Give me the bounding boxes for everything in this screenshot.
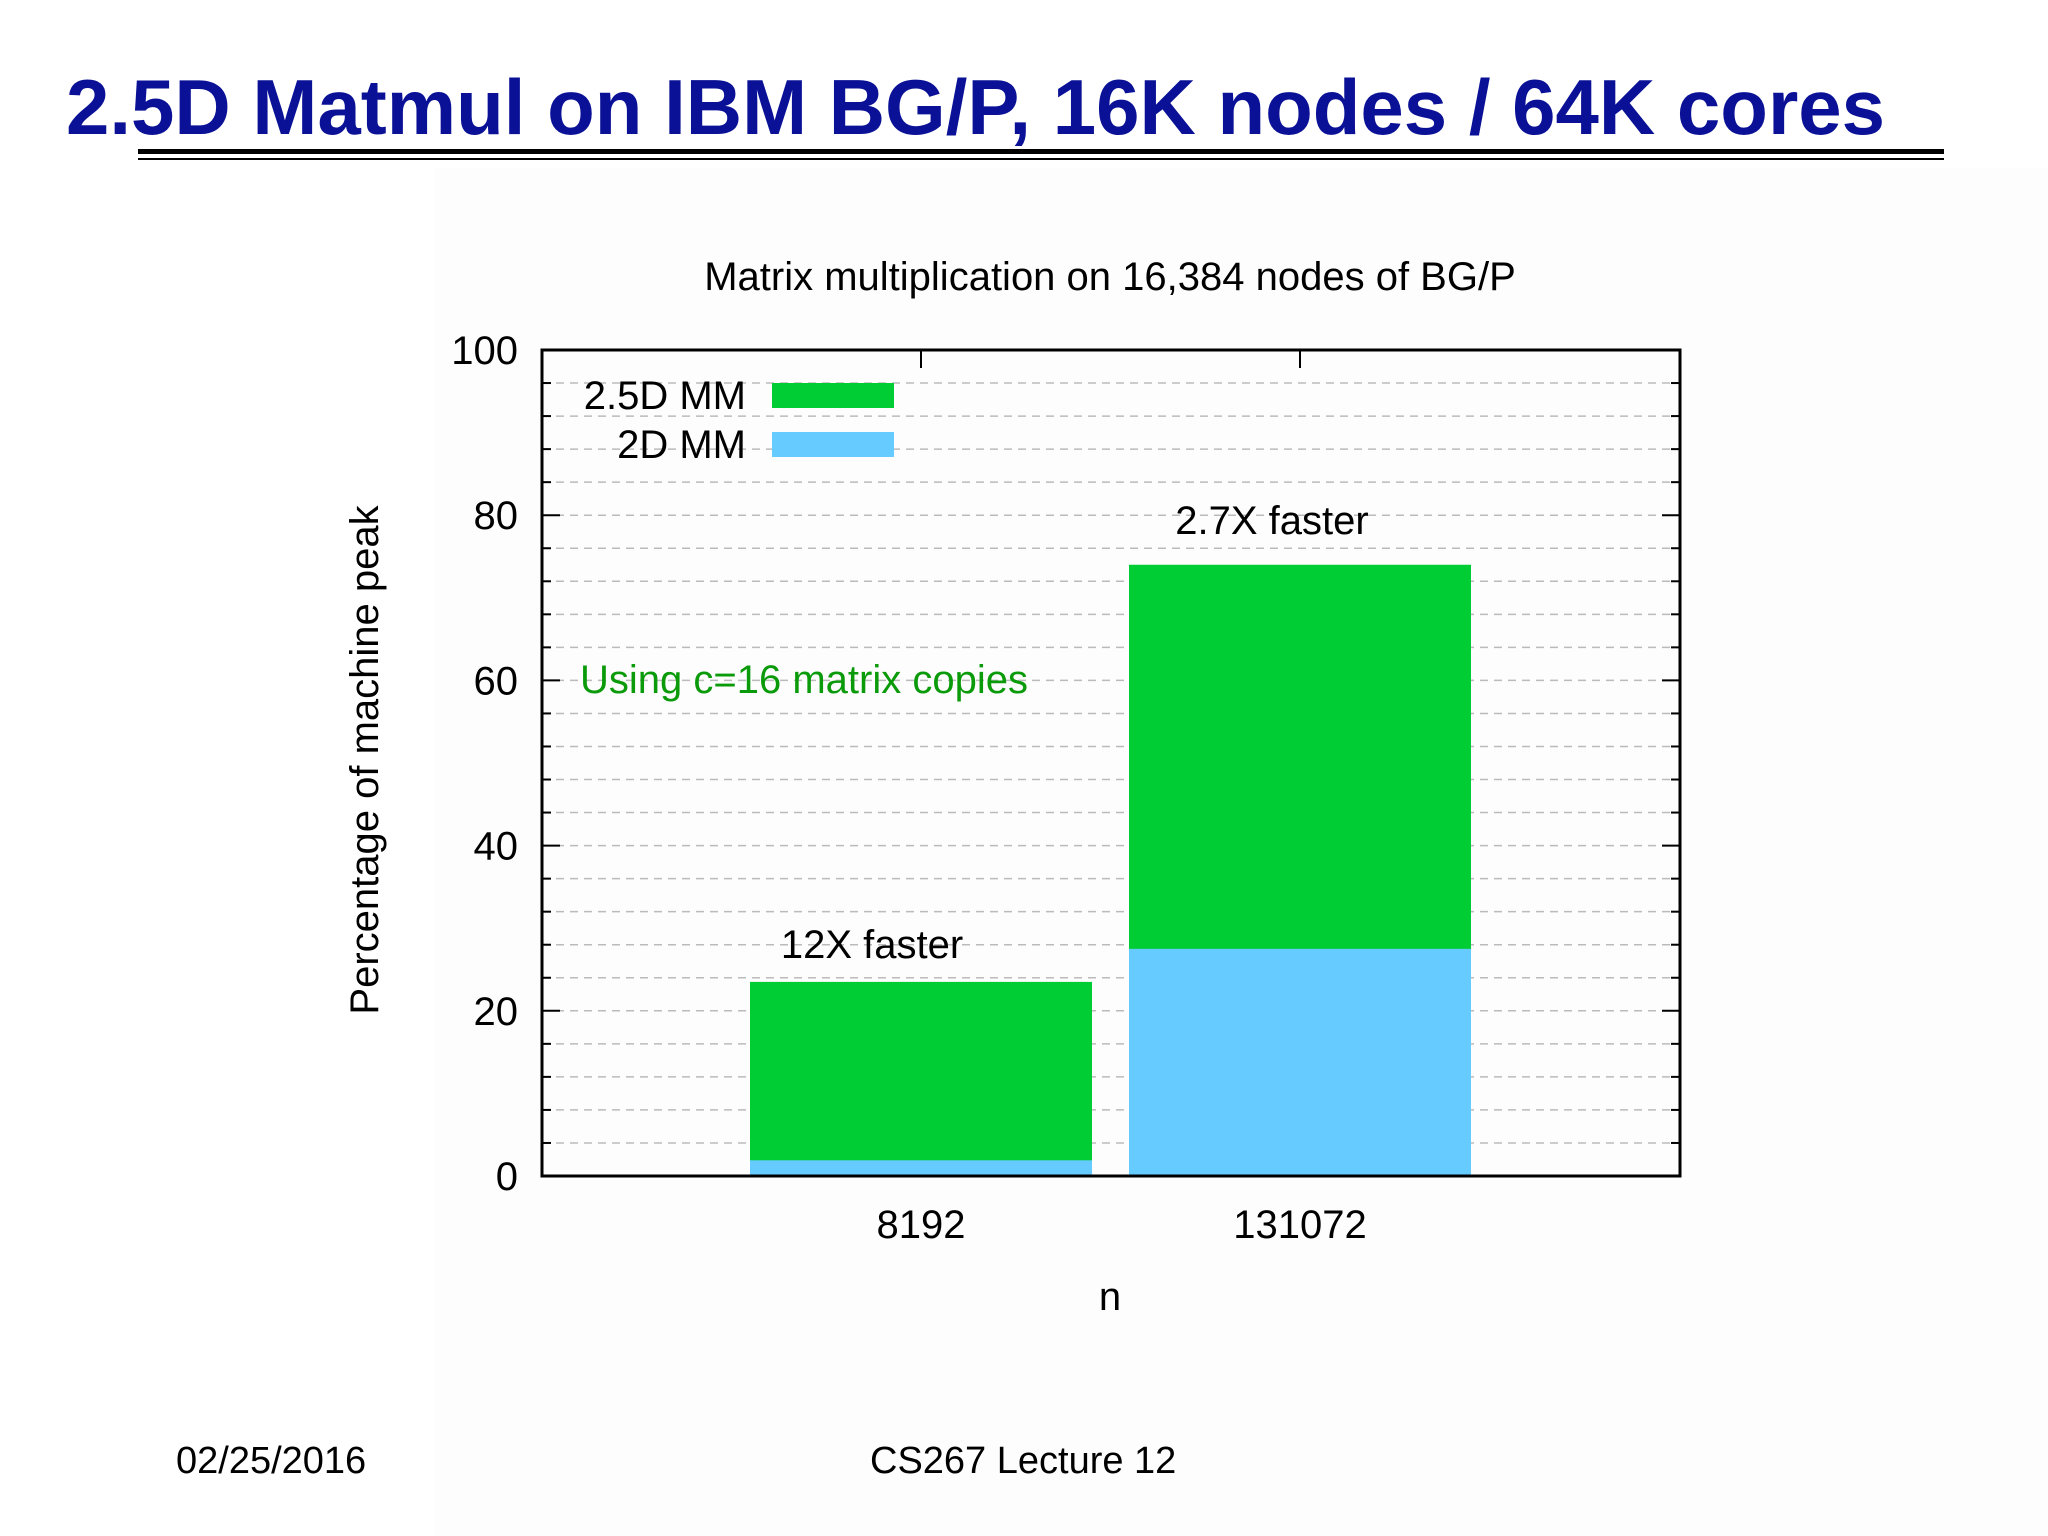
legend: 2.5D MM 2D MM <box>584 374 894 467</box>
bar-annotation: 2.7X faster <box>1175 499 1368 543</box>
x-tick-label: 8192 <box>877 1203 966 1247</box>
bar-2-5d-mm <box>750 981 1092 1176</box>
legend-label: 2D MM <box>617 423 746 467</box>
bar-2d-mm <box>750 1160 1092 1176</box>
matrix-copies-note: Using c=16 matrix copies <box>580 658 1028 702</box>
title-underline-thin <box>138 158 1944 160</box>
y-tick-labels: 0 20 40 60 80 100 <box>451 329 518 1199</box>
grid-lines <box>542 382 1680 1144</box>
chart-title: Matrix multiplication on 16,384 nodes of… <box>704 255 1516 299</box>
x-axis-label: n <box>1099 1275 1121 1319</box>
axes <box>540 348 1682 1178</box>
bar-annotation: 12X faster <box>781 923 963 967</box>
x-tick-labels: 8192 131072 <box>877 1203 1367 1247</box>
title-underline <box>138 149 1944 154</box>
axis-ticks <box>542 349 1680 1177</box>
footer-date: 02/25/2016 <box>176 1440 367 1482</box>
y-tick-label: 100 <box>451 329 518 373</box>
bar-annotations: 12X faster 2.7X faster <box>781 499 1369 967</box>
legend-label: 2.5D MM <box>584 374 746 418</box>
y-axis-label: Percentage of machine peak <box>343 504 387 1014</box>
y-tick-label: 40 <box>474 825 519 869</box>
plot-frame <box>540 348 1682 1178</box>
footer-lecture: CS267 Lecture 12 <box>870 1440 1177 1482</box>
y-tick-label: 20 <box>474 990 519 1034</box>
slide-title: 2.5D Matmul on IBM BG/P, 16K nodes / 64K… <box>66 63 1886 151</box>
legend-swatch <box>772 383 894 408</box>
bars <box>750 564 1471 1176</box>
y-tick-label: 80 <box>474 494 519 538</box>
legend-swatch <box>772 432 894 457</box>
bar-2d-mm <box>1129 948 1471 1176</box>
y-tick-label: 60 <box>474 659 519 703</box>
x-tick-label: 131072 <box>1233 1203 1366 1247</box>
y-tick-label: 0 <box>496 1155 518 1199</box>
